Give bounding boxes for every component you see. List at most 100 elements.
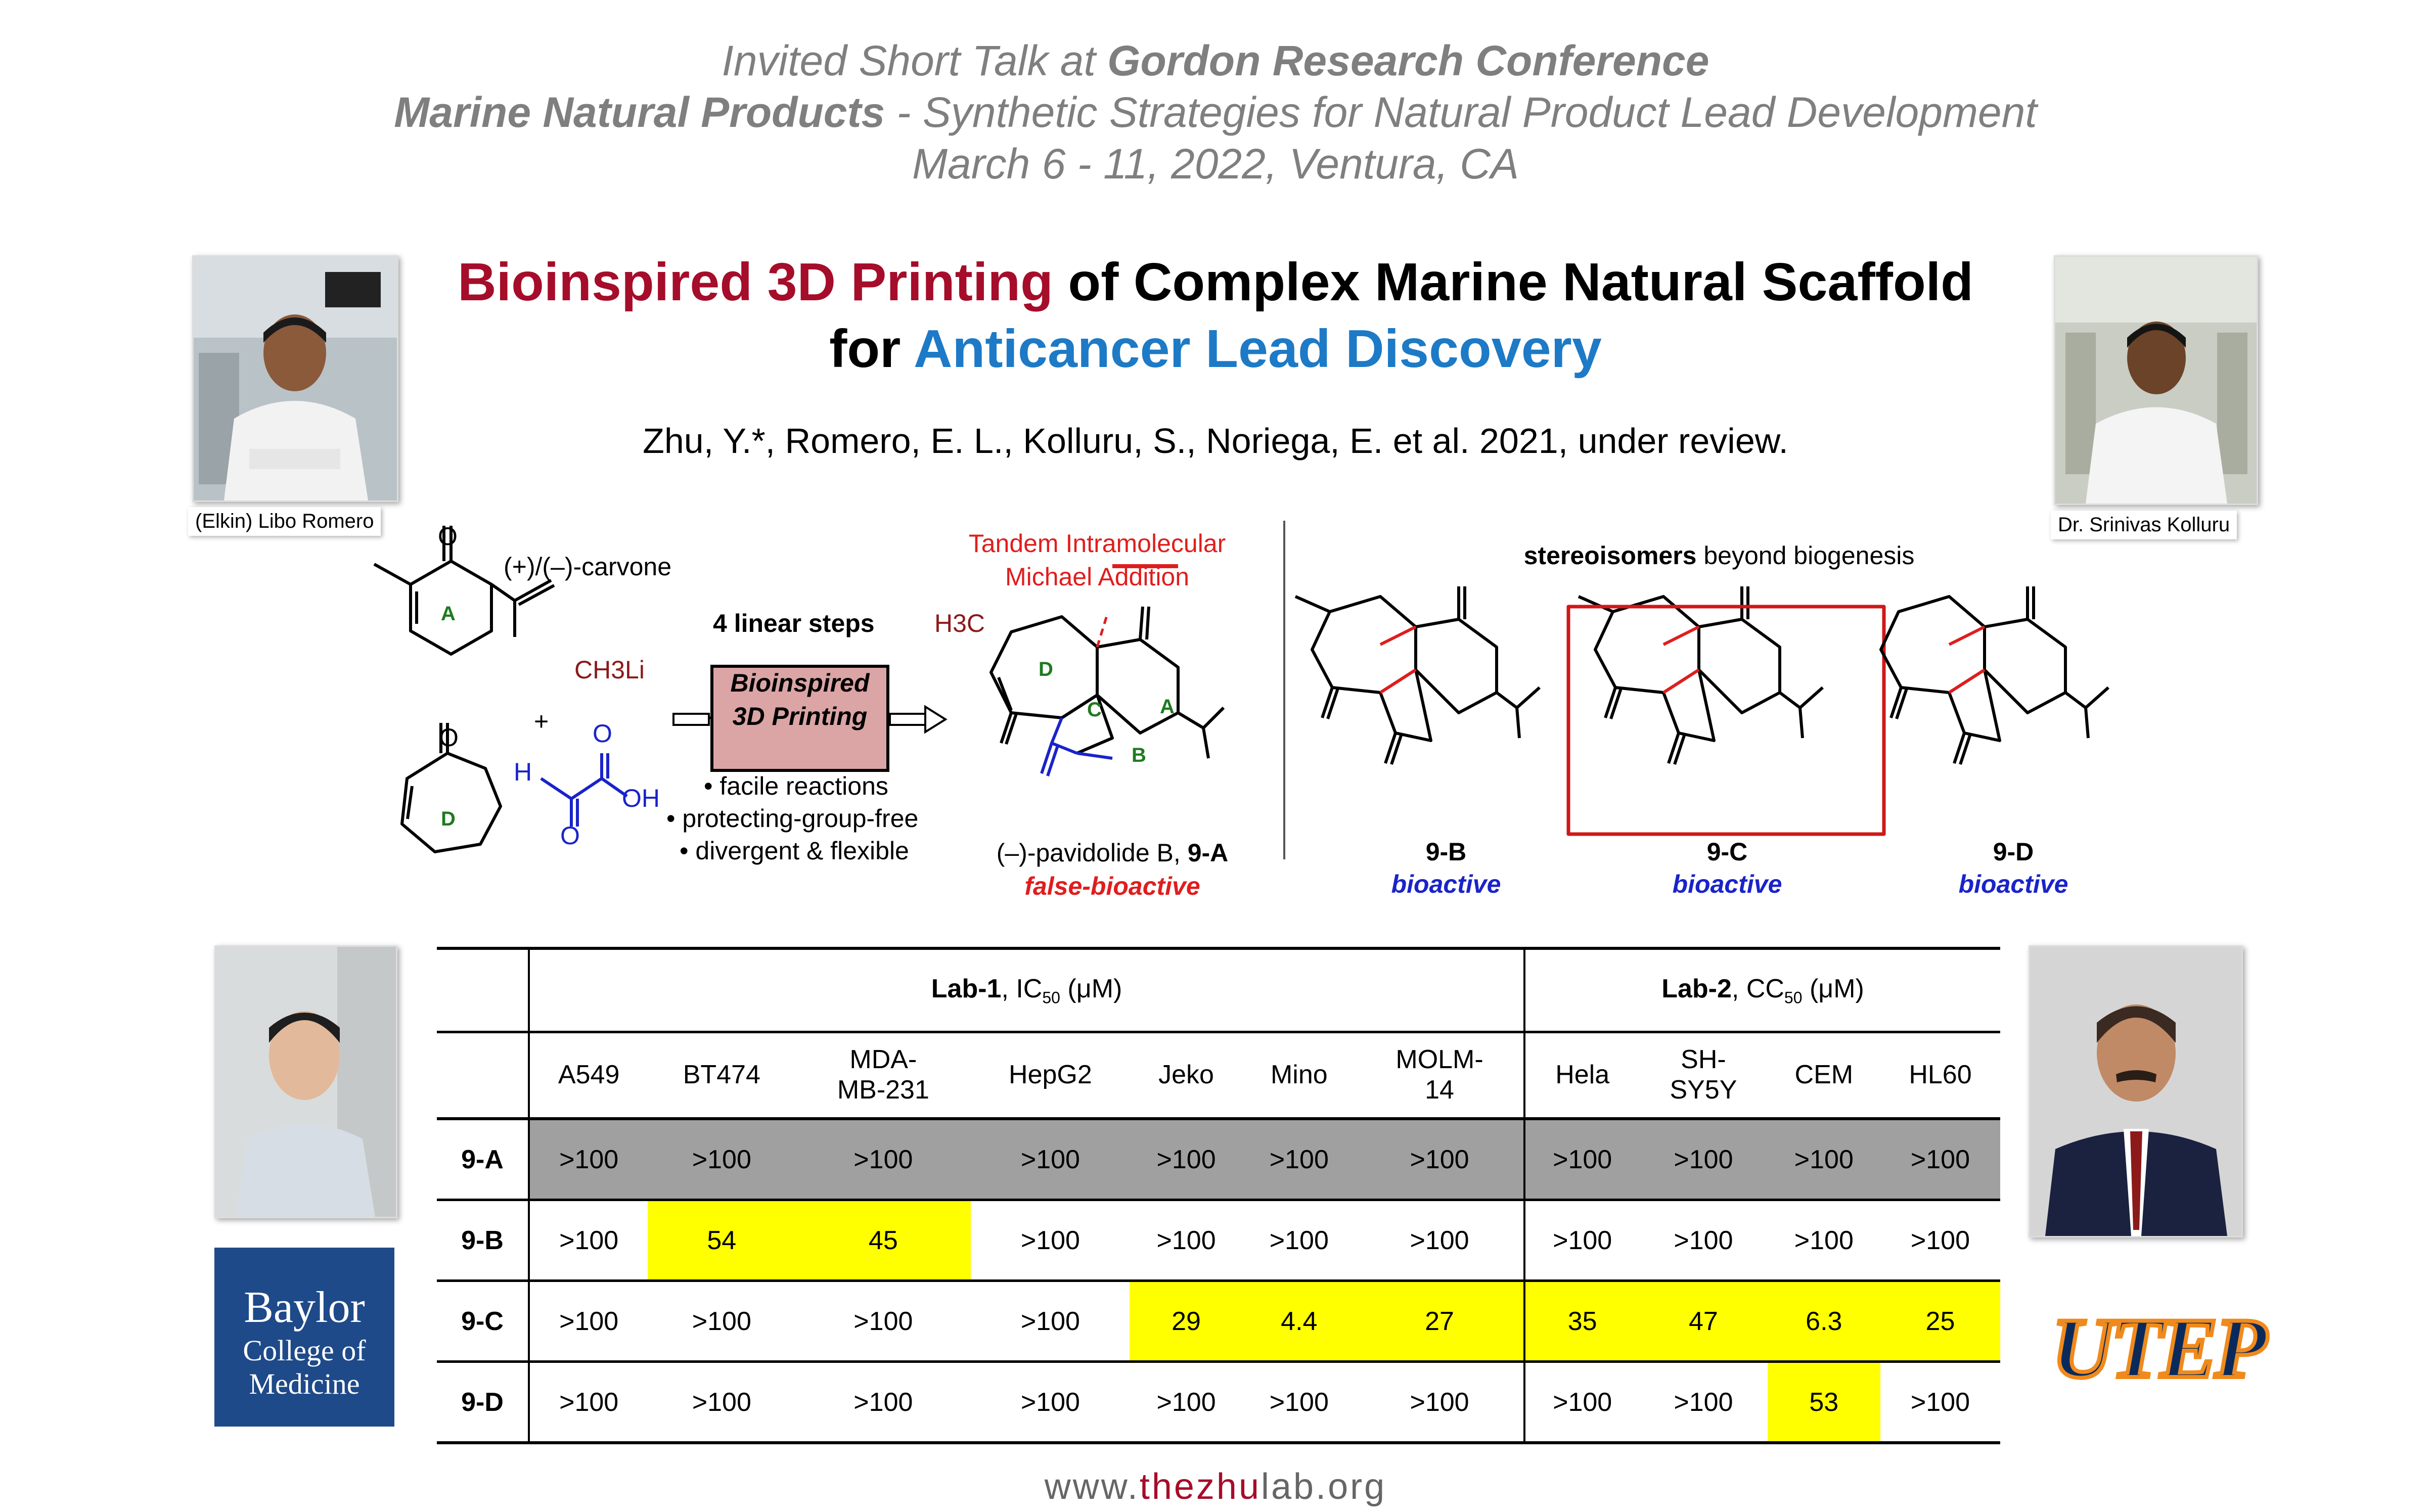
table-cell: 45 [795,1200,971,1281]
table-cell: >100 [1269,1225,1329,1255]
reaction-arrow [672,665,948,772]
table-row: 9-A >100 >100 >100 >100 >100 >100 >100 >100 >100 >… [437,1119,2000,1200]
table-row: 9-C >100 >100 >100 >100 29 4.4 27 35 47 6.3 25 [437,1280,2000,1362]
caption-srinivas-kolluru: Dr. Srinivas Kolluru [2051,511,2237,539]
h3c-label: H3C [934,609,985,637]
tandem-line-1: Tandem Intramolecular [968,529,1226,558]
bullet-2: • protecting-group-free [666,804,919,833]
column-header-text: HepG2 [1009,1060,1092,1090]
bullet-1: • facile reactions [704,772,888,800]
table-cell: >100 [1355,1361,1526,1443]
table-cell: >100 [559,1225,619,1255]
column-header-text: HL60 [1909,1060,1972,1090]
table-cell: >100 [1674,1225,1733,1255]
table-row: 9-B >100 54 45 >100 >100 >100 >100 >100 >100 >100 >… [437,1200,2000,1281]
carvone-label: (+)/(–)-carvone [504,553,672,581]
column-header-text: MOLM- [1395,1045,1483,1075]
author-citation: Zhu, Y.*, Romero, E. L., Kolluru, S., No… [643,421,1788,461]
table-cell: >100 [529,1119,648,1200]
row-compound-id: 9-C [437,1280,530,1362]
box-line-2: 3D Printing [732,702,868,730]
row-compound-id: 9-B [437,1200,530,1281]
table-cell: >100 [1020,1387,1080,1417]
table-cell: >100 [1020,1225,1080,1255]
cytotoxicity-table: Lab-1, IC50 (μM) Lab-2, CC50 (μM) A549 BT… [437,947,2000,1444]
tandem-line-2: Michael Addition [1005,563,1190,591]
highlight-box-9-c [1566,605,1886,836]
lab-website: www.thezhulab.org [1044,1467,1387,1507]
person-photo-icon [194,257,397,500]
utep-logo: UTEP [2050,1299,2269,1398]
carvone-structure [373,526,555,656]
heptenone-o: O [439,723,459,752]
photo-srinivas-kolluru [2054,255,2258,505]
column-header: SH- SY5Y [1639,1032,1767,1119]
column-header: BT474 [648,1032,795,1119]
table-cell: >100 [1242,1119,1356,1200]
table-cell: >100 [853,1306,913,1336]
column-header: MOLM- 14 [1355,1032,1526,1119]
table-cell: >100 [853,1387,913,1417]
table-cell: >100 [1767,1119,1880,1200]
isomer-9-d-structure [1879,586,2109,765]
glyoxylic-oh: OH [622,784,660,812]
column-header-text: Hela [1555,1060,1610,1090]
table-cell: >100 [1553,1225,1612,1255]
table-cell: 53 [1767,1361,1880,1443]
column-header: MDA- MB-231 [795,1032,971,1119]
photo-libo-romero [192,255,398,502]
glyoxylic-o-top: O [593,719,612,748]
table-row: 9-D >100 >100 >100 >100 >100 >100 >100 >100 >100 5… [437,1361,2000,1443]
table-cell: 4.4 [1242,1280,1356,1362]
table-cell: 29 [1130,1280,1243,1362]
column-header: CEM [1768,1032,1880,1119]
box-line-1: Bioinspired [730,669,870,697]
table-cell: >100 [971,1119,1130,1200]
ring-label-b: B [1132,744,1146,766]
pavidolide-name: (–)-pavidolide B, 9-A [996,839,1229,867]
column-header-text: CEM [1794,1060,1854,1090]
table-cell: >100 [1639,1119,1768,1200]
column-header: A549 [529,1032,648,1119]
isomer-label-9-b: bioactive [1391,870,1501,898]
table-cell: >100 [1880,1119,2000,1200]
table-cell: >100 [795,1119,971,1200]
table-cell: 27 [1355,1280,1526,1362]
ring-label-c: C [1087,699,1102,721]
table-cell: >100 [559,1306,619,1336]
table-cell: >100 [1910,1225,1970,1255]
column-header-text: SY5Y [1670,1075,1737,1105]
table-cell: 47 [1639,1280,1768,1362]
isomer-id-9-d: 9-D [1993,838,2034,866]
false-bioactive-label: false-bioactive [1024,872,1200,900]
glyoxylic-h: H [514,758,532,786]
isomer-9-b-structure [1294,586,1541,765]
isomer-id-9-c: 9-C [1706,838,1748,866]
table-cell: >100 [1553,1387,1612,1417]
column-header-text: Mino [1270,1060,1328,1090]
table-cell: 54 [648,1200,796,1281]
photo-yu-zhu [214,945,397,1218]
table-cell: >100 [1524,1119,1640,1200]
table-cell: >100 [1130,1119,1243,1200]
baylor-logo: Baylor College of Medicine [214,1248,394,1427]
steps-label: 4 linear steps [713,609,875,637]
table-cell: >100 [1020,1306,1080,1336]
table-cell: >100 [692,1306,751,1336]
ch3li-label: CH3Li [574,656,645,684]
pavidolide-structure [989,564,1225,776]
conference-line-1: Invited Short Talk at Gordon Research Co… [722,37,1709,84]
table-group-header: Lab-1, IC50 (μM) Lab-2, CC50 (μM) [437,948,2000,1032]
bullet-3: • divergent & flexible [680,837,909,865]
table-cell: 6.3 [1767,1280,1880,1362]
table-cell: >100 [1794,1225,1854,1255]
column-header-blank [437,1032,530,1119]
caption-libo-romero: (Elkin) Libo Romero [188,507,381,536]
table-cell: >100 [1355,1119,1526,1200]
table-cell: >100 [1910,1387,1970,1417]
isomer-label-9-c: bioactive [1672,870,1782,898]
conference-date: March 6 - 11, 2022, Ventura, CA [912,140,1519,188]
table-column-header: A549 BT474 MDA- MB-231 HepG2 Jeko Mino MOLM- 14 H… [437,1032,2000,1119]
column-header-text: MDA- [849,1045,917,1075]
table-cell: >100 [1156,1387,1216,1417]
